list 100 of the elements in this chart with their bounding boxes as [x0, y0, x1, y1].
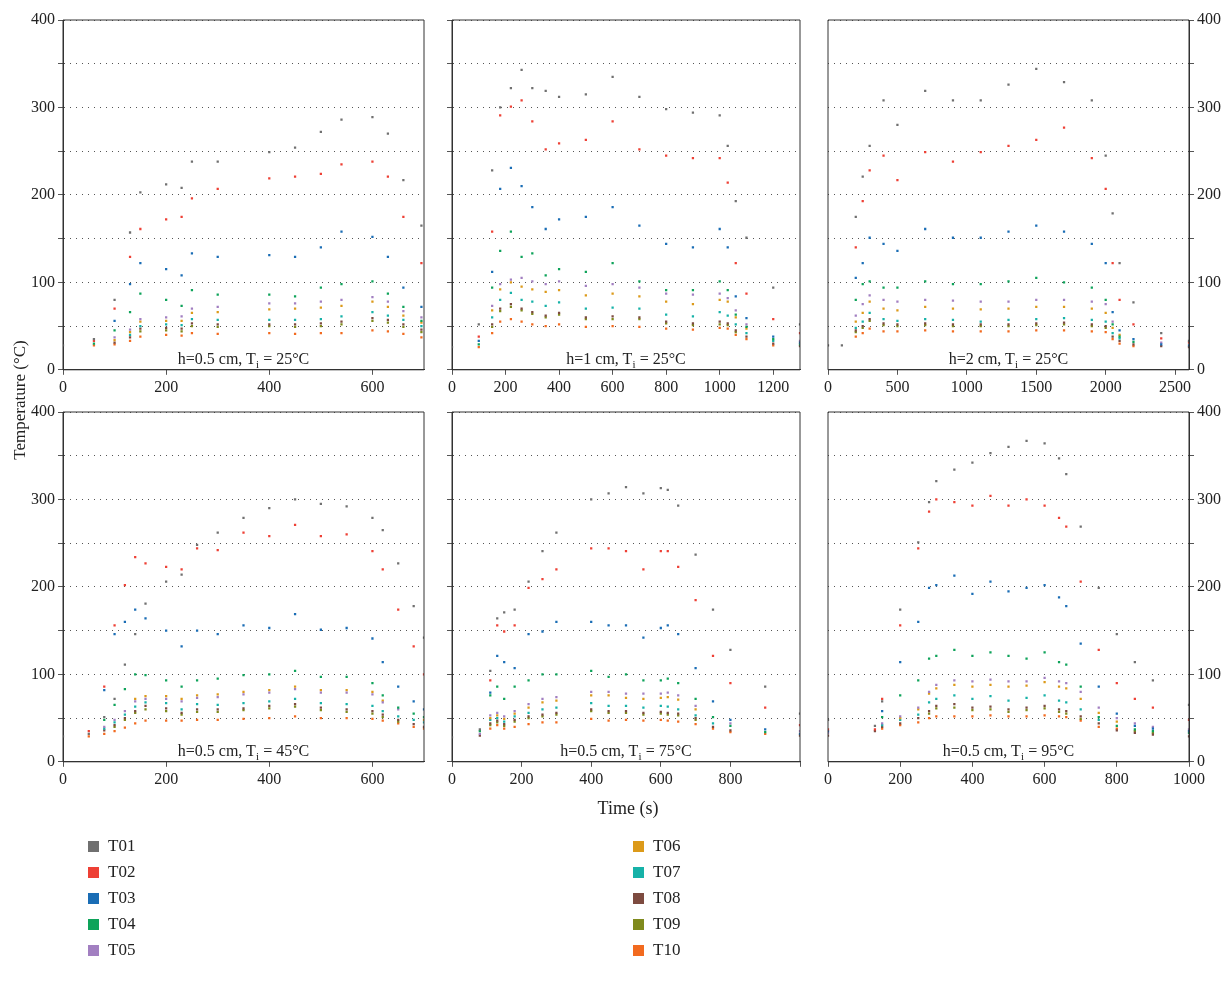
x-tick-label: 400 [547, 377, 572, 395]
point [531, 280, 534, 283]
point [555, 706, 558, 709]
point [1057, 699, 1061, 702]
y-tick-label: 0 [47, 752, 55, 769]
point [165, 679, 168, 682]
point [113, 307, 116, 310]
point [642, 697, 645, 700]
point [180, 215, 183, 218]
point [503, 630, 506, 633]
point [113, 329, 116, 332]
point [694, 704, 697, 707]
point [666, 624, 669, 627]
x-tick-label: 0 [824, 377, 832, 395]
point [180, 304, 183, 308]
point [1097, 685, 1100, 688]
point [764, 685, 767, 688]
point [128, 231, 132, 234]
x-axis-title: Time (s) [596, 798, 660, 819]
point [611, 292, 614, 295]
point [402, 310, 405, 313]
point [402, 178, 405, 182]
point [729, 648, 732, 651]
point [113, 319, 116, 322]
point [555, 620, 558, 624]
point [319, 300, 322, 303]
x-tick-label: 600 [360, 769, 385, 787]
point [882, 242, 885, 245]
x-tick-label: 600 [648, 769, 673, 787]
point [1090, 300, 1093, 303]
point [1025, 586, 1028, 589]
point [402, 318, 405, 322]
point [1007, 230, 1010, 233]
point [638, 307, 641, 310]
point [611, 261, 614, 265]
point [340, 298, 343, 301]
point [541, 708, 544, 711]
x-tick-label: 800 [1104, 769, 1129, 787]
legend-label: T04 [108, 914, 136, 934]
point [499, 106, 502, 109]
point [496, 624, 499, 627]
point [607, 694, 610, 697]
y-tick-label: 200 [31, 577, 55, 595]
point [1025, 680, 1028, 683]
point [638, 224, 641, 227]
point [1097, 706, 1100, 709]
x-tick-label: 1000 [950, 377, 983, 395]
point [1104, 154, 1107, 157]
point [971, 654, 974, 658]
point [868, 294, 871, 297]
point [319, 286, 322, 289]
point [694, 708, 697, 711]
point [882, 317, 885, 321]
point [165, 183, 168, 186]
point [412, 700, 415, 703]
point [242, 516, 245, 519]
point [1090, 286, 1093, 289]
point [420, 224, 423, 227]
point [1151, 679, 1155, 682]
x-tick-label: 200 [154, 769, 179, 787]
y-tick-label: 400 [31, 10, 55, 28]
legend-label: T06 [653, 836, 681, 856]
point [195, 547, 199, 550]
point [1025, 498, 1028, 501]
point [557, 280, 561, 283]
point [520, 320, 523, 323]
point [694, 598, 697, 602]
point [268, 700, 271, 703]
point [607, 719, 610, 722]
point [745, 292, 748, 295]
point [899, 624, 902, 627]
point [611, 324, 614, 328]
point [541, 673, 544, 676]
point [1062, 126, 1066, 129]
x-tick-label: 1500 [1020, 377, 1053, 395]
x-tick-label: 600 [1032, 769, 1057, 787]
point [726, 314, 729, 317]
point [1043, 504, 1046, 507]
point [509, 230, 513, 233]
y-tick-label: 400 [1197, 10, 1221, 28]
point [268, 308, 271, 311]
point [1007, 680, 1010, 683]
point [180, 685, 183, 688]
x-tick-label: 200 [888, 769, 913, 787]
point [180, 334, 183, 337]
point [293, 498, 297, 501]
point [953, 679, 956, 682]
point [1035, 329, 1038, 332]
point [638, 286, 641, 289]
point [491, 230, 494, 233]
y-tick-label: 100 [1197, 272, 1221, 290]
x-tick-label: 400 [257, 377, 282, 395]
point [1043, 694, 1046, 697]
point [951, 307, 955, 310]
point [1035, 224, 1038, 227]
point [927, 657, 931, 660]
point [638, 148, 641, 151]
x-tick-label: 1000 [703, 377, 736, 395]
point [896, 300, 899, 303]
point [896, 319, 899, 322]
